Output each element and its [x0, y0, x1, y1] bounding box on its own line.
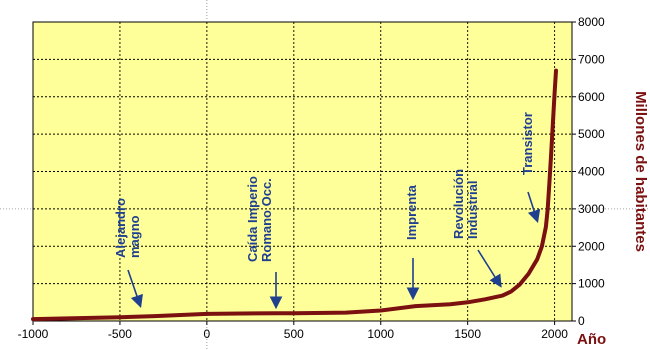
y-tick-label: 2000	[578, 239, 605, 253]
y-tick-label: 3000	[578, 202, 605, 216]
annotation-text: Revolución	[451, 169, 466, 239]
x-tick-label: 500	[284, 327, 304, 341]
annotations: Alejandro magno Caída Imperio Romano Occ. Im…	[113, 112, 541, 310]
y-tick-label: 1000	[578, 277, 605, 291]
annotation-label: Caída Imperio Romano Occ.	[245, 176, 274, 262]
x-tick-label: -500	[108, 327, 132, 341]
x-tick-label: 1500	[454, 327, 481, 341]
x-axis-title: Año	[577, 331, 606, 348]
grid-lines	[33, 22, 572, 321]
annotation-label: Revolución Industrial	[451, 169, 480, 239]
annotation-text: Industrial	[465, 180, 480, 239]
annotation-arrow	[527, 191, 541, 224]
annotation-text: magno	[127, 215, 142, 258]
annotation-text: Caída Imperio	[245, 176, 260, 262]
x-tick-label: -1000	[18, 327, 49, 341]
series-line	[31, 68, 558, 322]
x-tick-label: 2000	[541, 327, 568, 341]
y-axis-title: Millones de habitantes	[632, 91, 649, 252]
annotation-text: Alejandro	[113, 198, 128, 258]
y-tick-labels: 0 1000 2000 3000 4000 5000 6000 7000 8000	[572, 15, 605, 328]
y-tick-label: 7000	[578, 52, 605, 66]
annotation-text: Romano Occ.	[259, 178, 274, 262]
annotation-label: Alejandro magno	[113, 198, 142, 258]
x-tick-label: 1000	[367, 327, 394, 341]
y-tick-label: 8000	[578, 15, 605, 29]
annotation-label: Transistor	[520, 112, 535, 175]
y-tick-label: 6000	[578, 90, 605, 104]
annotation-arrow	[477, 249, 502, 288]
annotation-arrow	[127, 269, 143, 309]
y-tick-label: 5000	[578, 127, 605, 141]
y-tick-label: 0	[578, 314, 585, 328]
annotation-text: Transistor	[520, 112, 535, 175]
y-tick-label: 4000	[578, 165, 605, 179]
annotation-label: Imprenta	[404, 184, 419, 240]
x-tick-label: 0	[204, 327, 211, 341]
x-tick-labels: -1000 -500 0 500 1000 1500 2000	[18, 321, 568, 341]
annotation-text: Imprenta	[404, 184, 419, 240]
